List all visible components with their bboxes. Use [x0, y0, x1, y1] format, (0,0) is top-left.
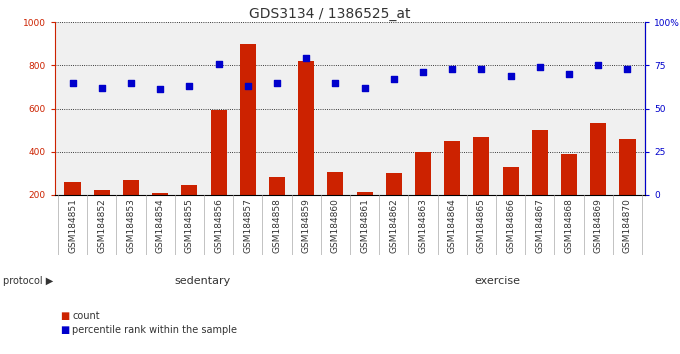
- Text: GSM184865: GSM184865: [477, 198, 486, 253]
- Bar: [211, 110, 226, 195]
- Point: [622, 66, 633, 72]
- Point: [564, 71, 575, 77]
- Bar: [65, 182, 80, 195]
- Point: [301, 56, 311, 61]
- Text: GSM184851: GSM184851: [68, 198, 77, 253]
- Bar: [94, 190, 109, 195]
- Point: [155, 87, 166, 92]
- Text: GSM184861: GSM184861: [360, 198, 369, 253]
- Bar: [444, 141, 460, 195]
- Text: ■: ■: [60, 311, 69, 321]
- Text: GSM184858: GSM184858: [273, 198, 282, 253]
- Point: [67, 80, 78, 85]
- Bar: [182, 185, 197, 195]
- Text: GSM184860: GSM184860: [331, 198, 340, 253]
- Point: [534, 64, 545, 70]
- Bar: [473, 137, 490, 195]
- Point: [271, 80, 282, 85]
- Text: protocol ▶: protocol ▶: [3, 276, 54, 286]
- Text: GSM184856: GSM184856: [214, 198, 223, 253]
- Point: [242, 83, 253, 89]
- Bar: [123, 180, 139, 195]
- Point: [97, 85, 107, 91]
- Text: exercise: exercise: [475, 276, 520, 286]
- Bar: [561, 154, 577, 195]
- Bar: [503, 167, 519, 195]
- Text: GSM184869: GSM184869: [594, 198, 602, 253]
- Point: [447, 66, 458, 72]
- Text: GSM184854: GSM184854: [156, 198, 165, 253]
- Point: [418, 69, 428, 75]
- Text: GSM184866: GSM184866: [506, 198, 515, 253]
- Text: GSM184868: GSM184868: [564, 198, 573, 253]
- Bar: [415, 152, 431, 195]
- Bar: [152, 193, 168, 195]
- Text: GSM184855: GSM184855: [185, 198, 194, 253]
- Text: GSM184859: GSM184859: [302, 198, 311, 253]
- Point: [505, 73, 516, 79]
- Text: GSM184852: GSM184852: [97, 198, 106, 253]
- Point: [593, 62, 604, 68]
- Text: GSM184870: GSM184870: [623, 198, 632, 253]
- Bar: [240, 44, 256, 195]
- Bar: [298, 61, 314, 195]
- Text: GSM184864: GSM184864: [447, 198, 457, 253]
- Text: count: count: [72, 311, 100, 321]
- Bar: [532, 130, 548, 195]
- Point: [330, 80, 341, 85]
- Point: [476, 66, 487, 72]
- Text: ■: ■: [60, 325, 69, 335]
- Bar: [356, 192, 373, 195]
- Bar: [269, 177, 285, 195]
- Text: GSM184863: GSM184863: [418, 198, 428, 253]
- Bar: [386, 173, 402, 195]
- Point: [126, 80, 137, 85]
- Text: percentile rank within the sample: percentile rank within the sample: [72, 325, 237, 335]
- Text: GSM184853: GSM184853: [126, 198, 135, 253]
- Text: GDS3134 / 1386525_at: GDS3134 / 1386525_at: [250, 7, 411, 21]
- Text: GSM184867: GSM184867: [535, 198, 545, 253]
- Text: GSM184857: GSM184857: [243, 198, 252, 253]
- Point: [184, 83, 194, 89]
- Text: GSM184862: GSM184862: [390, 198, 398, 253]
- Point: [213, 61, 224, 66]
- Point: [388, 76, 399, 82]
- Bar: [590, 122, 607, 195]
- Point: [359, 85, 370, 91]
- Bar: [327, 172, 343, 195]
- Text: sedentary: sedentary: [174, 276, 231, 286]
- Bar: [619, 139, 636, 195]
